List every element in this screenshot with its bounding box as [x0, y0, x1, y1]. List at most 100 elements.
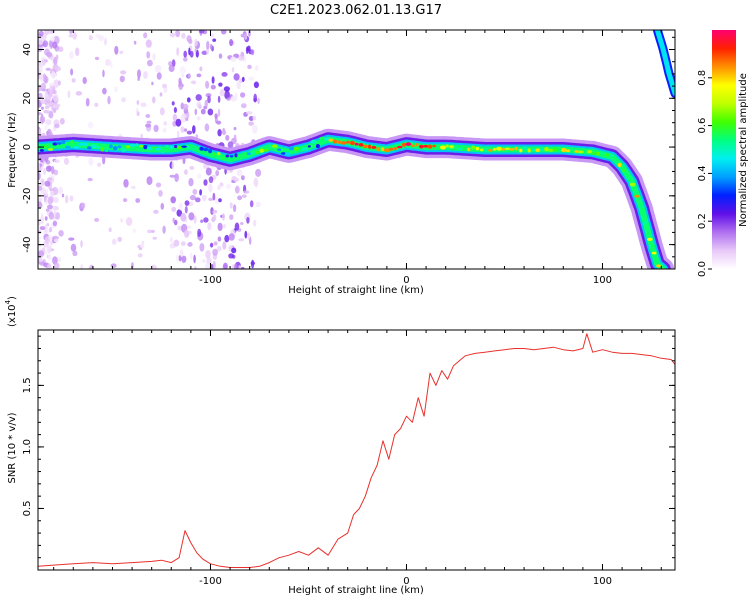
spectrogram-noise [137, 69, 141, 79]
spectrogram-noise [215, 170, 220, 177]
spectrogram-peak [471, 145, 476, 150]
spectrogram-peak [293, 146, 299, 151]
spectrogram-noise [177, 130, 180, 139]
spectrogram-noise [38, 202, 43, 209]
spectrogram-noise [186, 97, 191, 103]
spectrogram-noise [137, 111, 140, 117]
spectrogram-noise [247, 232, 251, 241]
spectrogram-noise [208, 176, 214, 184]
spectrogram-noise [44, 236, 51, 244]
spectrogram-peak [96, 145, 100, 149]
spectrogram-peak [91, 144, 97, 149]
spectrogram-noise [183, 229, 190, 238]
spectrogram-peak [174, 144, 178, 149]
spectrogram-noise [102, 155, 106, 165]
spectrogram-noise [150, 264, 157, 269]
spectrogram-peak [319, 136, 326, 141]
spectrogram-noise [233, 126, 237, 131]
snr-series-line [37, 333, 676, 568]
spectrogram-noise [246, 216, 250, 224]
spectrogram-noise [236, 169, 243, 177]
spectrogram-peak [143, 145, 148, 150]
spectrogram-noise [244, 230, 248, 239]
spectrogram-noise [70, 68, 74, 76]
spectrogram-noise [132, 228, 136, 233]
spectrogram-noise [188, 212, 195, 221]
spectrogram-noise [45, 188, 49, 196]
spectrogram-noise [145, 123, 152, 128]
spectrogram-noise [94, 102, 99, 107]
spectrogram-peak [302, 147, 308, 152]
spectrogram-peak [255, 150, 260, 155]
spectrogram-peak [570, 148, 575, 151]
spectrogram-peak [475, 146, 480, 151]
spectrogram-noise [45, 119, 52, 126]
spectrogram-noise [169, 174, 176, 178]
spectrogram-noise [207, 95, 211, 104]
spectrogram-peak [583, 149, 587, 155]
spectrogram-noise [51, 71, 56, 79]
snr-ytick-label: 0.5 [22, 501, 33, 517]
spectrogram-peak [186, 146, 191, 149]
spectrogram-noise [229, 214, 234, 220]
spectrogram-noise [143, 32, 148, 39]
spectrogram-peak [238, 157, 242, 161]
snr-ytick-label: 1.0 [22, 439, 33, 455]
spectrogram-noise [54, 66, 62, 72]
spectrogram-noise [169, 32, 176, 38]
spectrogram-noise [122, 198, 128, 203]
spectrogram-noise [231, 247, 237, 254]
spectrogram-noise [241, 175, 245, 181]
spectrogram-noise [38, 220, 41, 226]
spectrogram-marks [38, 30, 675, 269]
spectrogram-noise [145, 114, 151, 118]
spectrogram-noise [95, 33, 101, 39]
spectrogram-peak [146, 146, 153, 150]
spectrogram-noise [102, 87, 107, 95]
snr-xtick-label: 0 [403, 576, 409, 587]
spectrogram-noise [241, 194, 247, 198]
spectrogram-noise [180, 126, 185, 133]
spectrogram-peak [596, 151, 601, 156]
spectrogram-peak [307, 145, 311, 148]
spectrogram-peak [586, 150, 593, 154]
spectrogram-noise [80, 240, 83, 248]
spectrogram-noise [111, 238, 117, 245]
spectrogram-peak [332, 139, 338, 144]
spectrogram-noise [196, 73, 202, 78]
spectrogram-noise [150, 229, 155, 233]
spectrogram-noise [38, 197, 43, 202]
spectrogram-noise [50, 36, 55, 42]
spectrogram-noise [63, 157, 70, 165]
spectrogram-noise [184, 200, 190, 206]
spectrogram-noise [154, 65, 162, 73]
spectrogram-noise [217, 185, 221, 191]
spectrogram-noise [163, 121, 168, 126]
spectrogram-peak [622, 169, 626, 173]
spectrogram-noise [192, 125, 196, 134]
spectrogram-noise [48, 228, 53, 232]
spectrogram-noise [218, 53, 223, 59]
spectrogram-noise [198, 30, 205, 34]
spectrogram-noise [156, 72, 162, 80]
spectrogram-noise [195, 49, 199, 58]
spectrogram-noise [172, 217, 175, 223]
colorbar-tick-label: 0.8 [697, 70, 708, 86]
spectrogram-ticks: -100 0 100 -40 -20 0 20 40 [22, 30, 675, 286]
spectrogram-noise [214, 196, 219, 205]
spectrogram-noise [58, 230, 64, 237]
spectrogram-panel: -100 0 100 -40 -20 0 20 40 Height of straight l… [7, 29, 676, 296]
spectrogram-noise [159, 107, 165, 116]
spectrogram-ytick-label: 20 [22, 92, 33, 105]
spectrogram-noise [108, 227, 112, 233]
spectrogram-peak [135, 143, 139, 147]
spectrogram-noise [216, 120, 222, 125]
spectrogram-peak [155, 147, 161, 151]
spectrogram-xlabel: Height of straight line (km) [288, 285, 424, 296]
spectrogram-noise [222, 241, 227, 250]
spectrogram-noise [61, 193, 65, 198]
spectrogram-noise [38, 172, 41, 181]
spectrogram-noise [137, 253, 143, 258]
spectrogram-noise [44, 216, 48, 221]
spectrogram-noise [187, 242, 193, 247]
